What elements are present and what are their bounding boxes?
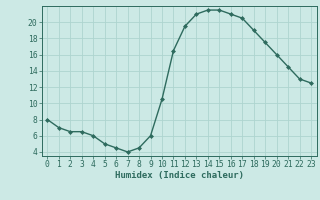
X-axis label: Humidex (Indice chaleur): Humidex (Indice chaleur) bbox=[115, 171, 244, 180]
